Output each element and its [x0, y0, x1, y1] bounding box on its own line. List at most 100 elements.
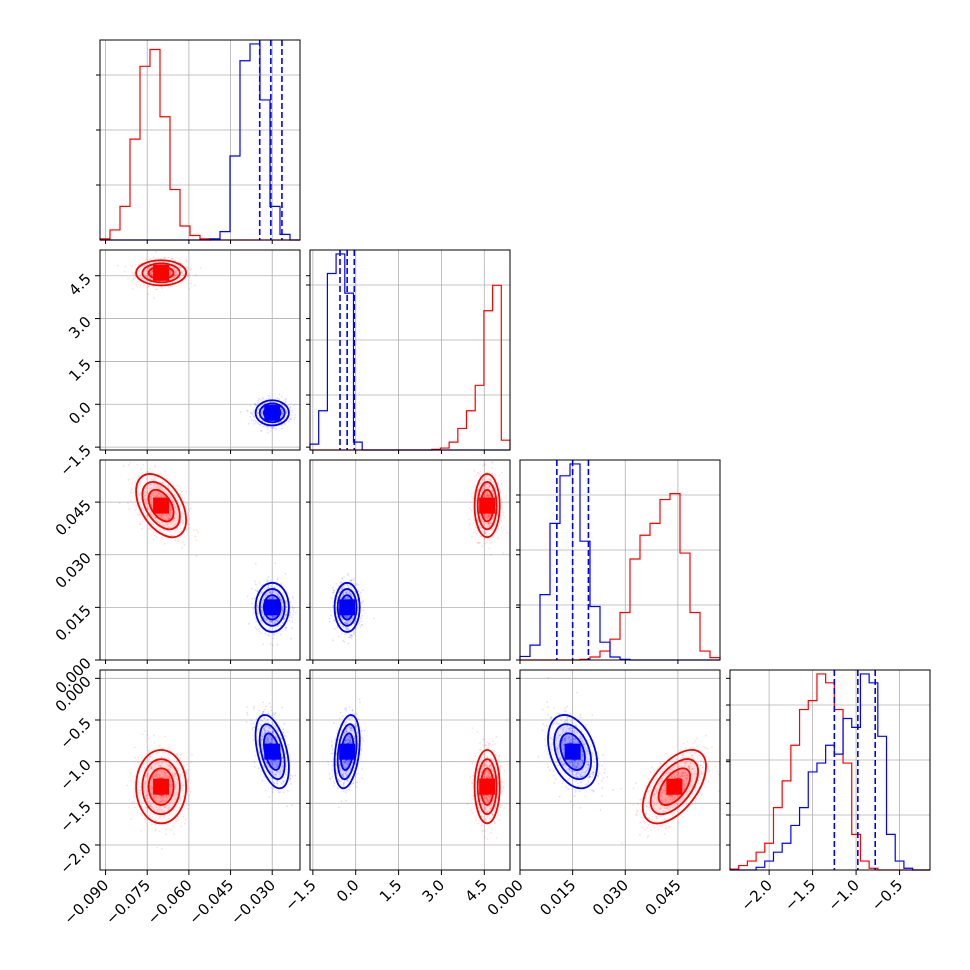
sample-point — [153, 483, 156, 486]
sample-point — [150, 265, 153, 268]
sample-point — [155, 516, 157, 519]
sample-point — [165, 523, 168, 526]
sample-point — [159, 513, 161, 516]
sample-point — [179, 493, 182, 496]
sample-point — [161, 847, 163, 850]
sample-point — [269, 429, 272, 432]
sample-point — [259, 398, 262, 401]
sample-point — [174, 494, 177, 496]
sample-point — [294, 774, 296, 777]
sample-point — [145, 478, 148, 481]
sample-point — [166, 523, 169, 526]
sample-point — [167, 747, 169, 749]
sample-point — [346, 574, 349, 577]
sample-point — [181, 541, 184, 543]
sample-point — [344, 633, 346, 636]
sample-point — [247, 422, 250, 425]
sample-point — [142, 509, 145, 512]
sample-point — [361, 589, 364, 592]
sample-point — [137, 761, 140, 763]
sample-point — [266, 578, 269, 581]
sample-point — [475, 532, 478, 535]
sample-point — [264, 632, 267, 635]
sample-point — [143, 499, 146, 501]
sample-point — [144, 500, 147, 502]
sample-point — [284, 401, 286, 404]
sample-point — [175, 508, 178, 511]
sample-point — [271, 714, 274, 716]
sample-point — [149, 257, 152, 260]
sample-point — [155, 486, 158, 488]
sample-point — [337, 635, 340, 638]
sample-point — [150, 493, 153, 496]
sample-point — [257, 412, 259, 415]
sample-point — [251, 597, 254, 600]
sample-point — [349, 580, 352, 583]
sample-point — [181, 521, 184, 524]
sample-point — [281, 412, 284, 415]
sample-point — [173, 274, 176, 276]
sample-point — [153, 515, 156, 518]
sample-point — [164, 518, 167, 521]
sample-point — [158, 830, 161, 833]
sample-point — [277, 595, 280, 598]
sample-point — [259, 405, 262, 408]
sample-point — [281, 413, 284, 416]
sample-point — [184, 501, 187, 504]
sample-point — [161, 521, 164, 524]
sample-point — [156, 483, 159, 486]
sample-point — [197, 531, 200, 534]
sample-point — [137, 756, 139, 759]
sample-point — [160, 521, 163, 524]
sample-point — [159, 488, 161, 491]
sample-point — [187, 523, 189, 525]
sample-point — [154, 251, 157, 254]
sample-point — [181, 270, 183, 272]
sample-point — [131, 801, 134, 804]
sample-point — [169, 273, 172, 276]
sample-point — [355, 583, 358, 585]
sample-point — [141, 527, 144, 530]
sample-point — [178, 266, 181, 268]
sample-point — [155, 518, 158, 521]
sample-point — [253, 402, 256, 405]
sample-point — [160, 514, 163, 517]
sample-point — [155, 495, 157, 498]
sample-point — [361, 601, 363, 604]
sample-point — [170, 515, 173, 517]
sample-point — [347, 572, 350, 575]
sample-point — [259, 423, 262, 426]
sample-point — [133, 781, 135, 783]
sample-point — [473, 469, 476, 472]
sample-point — [263, 402, 266, 405]
sample-point — [143, 264, 146, 267]
sample-point — [250, 412, 253, 415]
sample-point — [172, 281, 174, 283]
sample-point — [185, 261, 188, 263]
sample-point — [154, 464, 157, 467]
sample-point — [360, 617, 363, 619]
sample-point — [152, 484, 155, 487]
sample-point — [268, 702, 271, 705]
sample-point — [152, 493, 155, 495]
sample-point — [139, 813, 142, 815]
sample-point — [134, 806, 137, 809]
sample-point — [130, 490, 132, 492]
sample-point — [170, 507, 173, 509]
sample-point — [292, 597, 294, 600]
sample-point — [166, 526, 169, 529]
sample-point — [148, 281, 151, 283]
sample-point — [285, 409, 287, 411]
sample-point — [173, 276, 176, 278]
sample-point — [152, 523, 155, 526]
sample-point — [281, 412, 284, 414]
sample-point — [154, 493, 157, 495]
sample-point — [260, 412, 263, 414]
sample-point — [195, 539, 197, 541]
sample-point — [262, 425, 264, 428]
sample-point — [280, 427, 283, 430]
sample-point — [164, 256, 167, 259]
sample-point — [145, 270, 148, 272]
sample-point — [274, 422, 276, 425]
sample-point — [179, 521, 182, 524]
